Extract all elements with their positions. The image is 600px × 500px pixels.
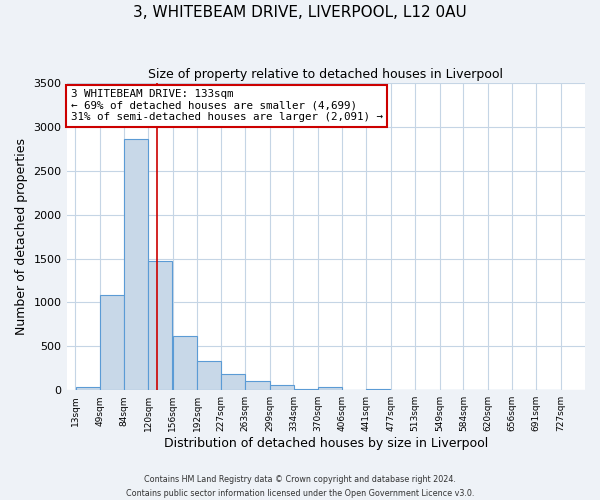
Bar xyxy=(100,294,124,390)
Y-axis label: Number of detached properties: Number of detached properties xyxy=(15,138,28,335)
X-axis label: Distribution of detached houses by size in Liverpool: Distribution of detached houses by size … xyxy=(164,437,488,450)
Bar xyxy=(76,386,100,390)
Bar xyxy=(221,374,245,390)
Text: 3 WHITEBEAM DRIVE: 133sqm
← 69% of detached houses are smaller (4,699)
31% of se: 3 WHITEBEAM DRIVE: 133sqm ← 69% of detac… xyxy=(71,89,383,122)
Bar xyxy=(245,382,269,390)
Bar xyxy=(148,261,172,390)
Bar xyxy=(173,336,197,390)
Title: Size of property relative to detached houses in Liverpool: Size of property relative to detached ho… xyxy=(148,68,503,80)
Bar xyxy=(367,388,391,390)
Bar xyxy=(124,139,148,390)
Text: 3, WHITEBEAM DRIVE, LIVERPOOL, L12 0AU: 3, WHITEBEAM DRIVE, LIVERPOOL, L12 0AU xyxy=(133,5,467,20)
Bar xyxy=(197,361,221,390)
Text: Contains HM Land Registry data © Crown copyright and database right 2024.
Contai: Contains HM Land Registry data © Crown c… xyxy=(126,476,474,498)
Bar xyxy=(318,386,342,390)
Bar xyxy=(270,385,294,390)
